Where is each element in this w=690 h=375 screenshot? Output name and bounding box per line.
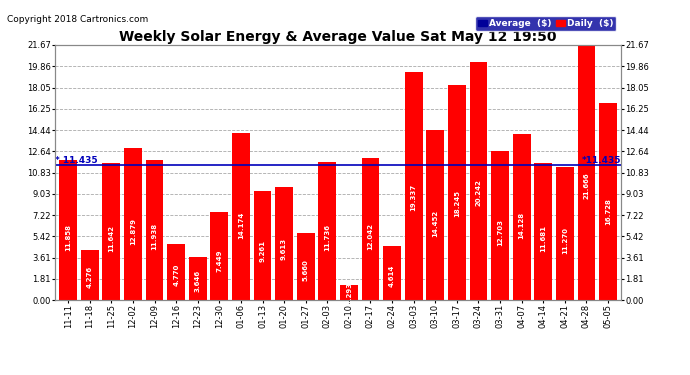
Bar bbox=[146, 159, 164, 300]
Text: 11.642: 11.642 bbox=[108, 225, 115, 252]
Text: *11.435: *11.435 bbox=[582, 156, 621, 165]
Text: 18.245: 18.245 bbox=[454, 190, 460, 217]
Bar bbox=[405, 72, 422, 300]
Text: 11.938: 11.938 bbox=[152, 223, 157, 251]
Text: 14.174: 14.174 bbox=[238, 211, 244, 238]
Text: 14.452: 14.452 bbox=[432, 210, 438, 237]
Text: 11.858: 11.858 bbox=[65, 224, 71, 251]
Bar bbox=[275, 187, 293, 300]
Bar bbox=[556, 167, 573, 300]
Text: 19.337: 19.337 bbox=[411, 184, 417, 211]
Bar bbox=[124, 148, 142, 300]
Bar bbox=[297, 233, 315, 300]
Legend: Average  ($), Daily  ($): Average ($), Daily ($) bbox=[475, 16, 616, 31]
Text: 9.261: 9.261 bbox=[259, 240, 266, 262]
Text: 20.242: 20.242 bbox=[475, 179, 482, 206]
Text: 11.270: 11.270 bbox=[562, 227, 568, 254]
Text: 3.646: 3.646 bbox=[195, 270, 201, 292]
Text: 4.614: 4.614 bbox=[389, 264, 395, 287]
Title: Weekly Solar Energy & Average Value Sat May 12 19:50: Weekly Solar Energy & Average Value Sat … bbox=[119, 30, 557, 44]
Text: 9.613: 9.613 bbox=[281, 238, 287, 260]
Text: 12.879: 12.879 bbox=[130, 218, 136, 245]
Text: 4.770: 4.770 bbox=[173, 264, 179, 286]
Text: 5.660: 5.660 bbox=[303, 259, 308, 281]
Text: 11.736: 11.736 bbox=[324, 224, 331, 251]
Text: 12.703: 12.703 bbox=[497, 219, 503, 246]
Bar bbox=[362, 158, 380, 300]
Bar bbox=[340, 285, 357, 300]
Bar bbox=[103, 163, 120, 300]
Text: 4.276: 4.276 bbox=[87, 266, 92, 288]
Bar bbox=[319, 162, 336, 300]
Bar bbox=[426, 130, 444, 300]
Text: 7.449: 7.449 bbox=[217, 249, 222, 272]
Text: 16.728: 16.728 bbox=[605, 198, 611, 225]
Text: 12.042: 12.042 bbox=[368, 223, 373, 250]
Bar bbox=[491, 150, 509, 300]
Text: 21.666: 21.666 bbox=[584, 172, 589, 199]
Bar bbox=[59, 160, 77, 300]
Bar bbox=[254, 191, 271, 300]
Text: Copyright 2018 Cartronics.com: Copyright 2018 Cartronics.com bbox=[7, 15, 148, 24]
Text: * 11.435: * 11.435 bbox=[55, 156, 98, 165]
Bar bbox=[81, 250, 99, 300]
Text: 11.681: 11.681 bbox=[540, 225, 546, 252]
Bar bbox=[534, 162, 552, 300]
Bar bbox=[448, 85, 466, 300]
Bar bbox=[167, 244, 185, 300]
Text: 1.293: 1.293 bbox=[346, 282, 352, 304]
Bar bbox=[232, 133, 250, 300]
Bar bbox=[470, 62, 487, 300]
Bar bbox=[599, 103, 617, 300]
Text: 14.128: 14.128 bbox=[519, 211, 524, 239]
Bar bbox=[189, 257, 206, 300]
Bar bbox=[513, 134, 531, 300]
Bar bbox=[383, 246, 401, 300]
Bar bbox=[578, 45, 595, 300]
Bar bbox=[210, 212, 228, 300]
